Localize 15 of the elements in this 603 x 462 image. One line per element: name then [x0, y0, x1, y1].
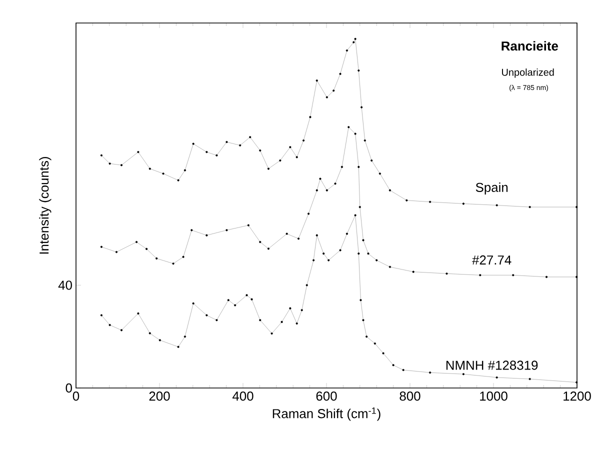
x-tick-label: 1000 [480, 392, 508, 401]
x-tick-label: 0 [72, 392, 80, 401]
x-axis-title: Raman Shift (cm$^{-1}$) [272, 408, 380, 421]
x-tick-label: 800 [400, 392, 420, 401]
text: Rancieite [502, 41, 558, 51]
series-label: #27.74 [472, 255, 512, 264]
x-tick-label: 1200 [564, 392, 591, 401]
x-tick-label: 400 [232, 392, 254, 401]
x-tick-label: 200 [149, 392, 170, 401]
text: Unpolarized [502, 68, 554, 78]
y-axis-title: Intensity (counts) [39, 157, 52, 254]
x-tick-label: 600 [316, 392, 337, 401]
y-tick-label: 40 [58, 280, 72, 290]
series-label: Spain [476, 182, 508, 195]
series-label: NMNH #128319 [446, 360, 538, 370]
